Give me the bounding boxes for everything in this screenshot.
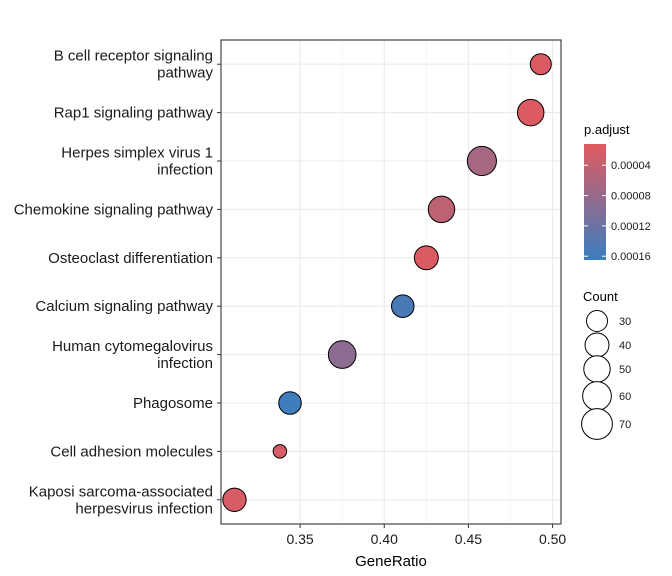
x-tick-label: 0.50 — [539, 531, 566, 547]
size-legend-label: 60 — [619, 391, 631, 403]
point — [529, 53, 552, 76]
y-tick-label: Kaposi sarcoma-associated — [29, 483, 213, 500]
point — [272, 444, 288, 459]
grid — [221, 40, 561, 524]
size-legend-label: 70 — [619, 419, 631, 431]
y-tick-label: Osteoclast differentiation — [48, 250, 213, 267]
y-tick-label: infection — [157, 355, 213, 372]
size-legend-label: 50 — [619, 364, 631, 376]
point — [466, 145, 497, 177]
y-tick-label: Phagosome — [133, 395, 213, 412]
colorbar-label: 0.00016 — [611, 251, 651, 263]
legend-size: Count 30 40 50 60 70 — [581, 289, 631, 440]
legend-color: p.adjust 0.00004 0.00008 0.00012 0.00016 — [584, 122, 651, 263]
x-axis-label: GeneRatio — [355, 553, 427, 570]
y-tick-label: herpesvirus infection — [75, 500, 213, 517]
size-legend-key — [586, 310, 608, 332]
legend-size-title: Count — [583, 289, 618, 304]
legend-color-title: p.adjust — [584, 122, 630, 137]
y-tick-label: Chemokine signaling pathway — [14, 201, 214, 218]
x-tick-label: 0.35 — [286, 531, 313, 547]
y-tick-label: Calcium signaling pathway — [35, 298, 213, 315]
point — [327, 340, 357, 369]
x-tick-label: 0.40 — [371, 531, 398, 547]
point — [278, 391, 302, 415]
point — [222, 487, 247, 512]
point — [427, 195, 456, 224]
y-tick-label: Herpes simplex virus 1 — [61, 145, 213, 162]
y-tick-label: infection — [157, 162, 213, 179]
colorbar-label: 0.00004 — [611, 160, 651, 172]
size-legend-key — [584, 332, 610, 358]
size-legend-key — [582, 381, 612, 411]
points — [222, 53, 552, 512]
y-tick-label: Rap1 signaling pathway — [54, 105, 214, 122]
y-tick-label: Cell adhesion molecules — [50, 443, 213, 460]
y-tick-label: B cell receptor signaling — [54, 48, 213, 65]
x-tick-label: 0.45 — [455, 531, 482, 547]
point — [391, 294, 415, 318]
x-axis: 0.35 0.40 0.45 0.50 — [286, 524, 566, 547]
size-legend-label: 40 — [619, 340, 631, 352]
colorbar-label: 0.00012 — [611, 221, 651, 233]
colorbar — [584, 144, 606, 260]
colorbar-label: 0.00008 — [611, 191, 651, 203]
point — [516, 98, 545, 127]
point — [413, 245, 439, 271]
size-legend-key — [581, 408, 613, 440]
size-legend-label: 30 — [619, 316, 631, 328]
y-tick-label: pathway — [157, 65, 213, 82]
size-legend-key — [583, 355, 611, 383]
panel-border — [220, 39, 562, 525]
y-tick-label: Human cytomegalovirus — [52, 338, 213, 355]
